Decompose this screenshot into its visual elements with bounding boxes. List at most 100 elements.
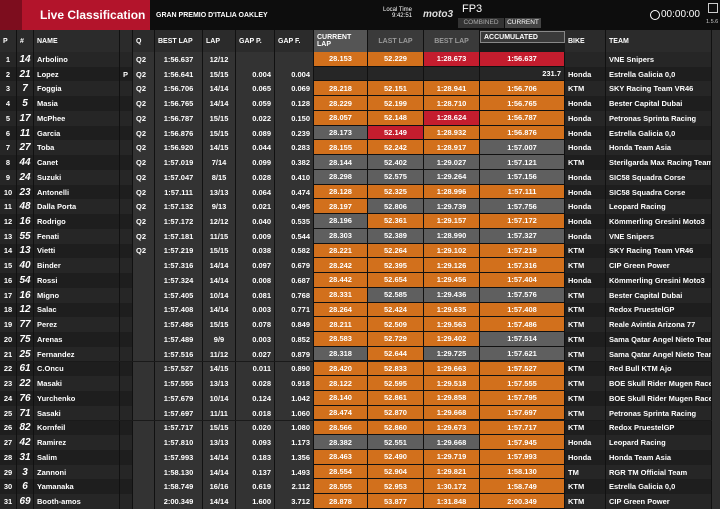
accumulated: 1:57.993 — [480, 449, 565, 465]
current-lap: 28.555 — [314, 479, 368, 495]
current-lap: 28.554 — [314, 464, 368, 480]
gap-first: 1.060 — [275, 405, 314, 421]
lap: 15/15 — [203, 317, 236, 332]
rider: Foggia — [34, 81, 120, 97]
best-sector: 1:29.157 — [424, 214, 480, 229]
column-header: LAST LAP — [368, 30, 424, 52]
number: 55 — [17, 228, 34, 244]
best-sector: 1:29.719 — [424, 449, 480, 465]
lap: 10/14 — [203, 391, 236, 406]
gap-prev: 0.011 — [236, 361, 275, 377]
column-header: BIKE — [565, 30, 606, 52]
q-flag — [133, 361, 155, 377]
rider: Garcia — [34, 125, 120, 141]
gap-first: 0.849 — [275, 317, 314, 332]
bike: KTM — [565, 302, 606, 318]
gap-first: 3.712 — [275, 494, 314, 509]
table-row: 24 76 Yurchenko 1:57.679 10/14 0.124 1.042 28.1… — [0, 391, 712, 406]
pos: 21 — [0, 346, 17, 362]
team: Sama Qatar Angel Nieto Team — [606, 332, 712, 347]
gap-prev: 0.021 — [236, 199, 275, 215]
best-lap: 1:57.993 — [155, 449, 203, 465]
number: 76 — [17, 391, 34, 406]
last-lap: 52.729 — [368, 332, 424, 347]
team: Reale Avintia Arizona 77 — [606, 317, 712, 332]
best-lap: 1:57.516 — [155, 346, 203, 362]
last-lap: 53.877 — [368, 494, 424, 509]
best-sector: 1:28.624 — [424, 110, 480, 126]
best-lap: 1:57.527 — [155, 361, 203, 377]
lap: 8/15 — [203, 169, 236, 185]
pit-flag — [120, 302, 133, 318]
gap-prev: 0.619 — [236, 479, 275, 495]
best-lap: 1:57.405 — [155, 287, 203, 303]
number: 69 — [17, 494, 34, 509]
pit-flag — [120, 228, 133, 244]
lap: 15/15 — [203, 110, 236, 126]
table-row: 15 40 Binder 1:57.316 14/14 0.097 0.679 28.242 5… — [0, 258, 712, 274]
q-flag: Q2 — [133, 199, 155, 215]
last-lap: 52.148 — [368, 110, 424, 126]
best-lap: 1:56.637 — [155, 52, 203, 67]
pos: 6 — [0, 125, 17, 141]
lap: 9/13 — [203, 199, 236, 215]
current-lap: 28.057 — [314, 110, 368, 126]
number: 5 — [17, 96, 34, 111]
menu-icon[interactable] — [0, 0, 22, 30]
current-lap: 28.211 — [314, 317, 368, 332]
maximize-icon[interactable] — [708, 3, 718, 13]
table-row: 11 48 Dalla Porta Q2 1:57.132 9/13 0.021 0.495 2… — [0, 199, 712, 215]
current-lap: 28.197 — [314, 199, 368, 215]
pit-flag — [120, 317, 133, 332]
scrollbar[interactable] — [712, 30, 720, 509]
gap-prev: 0.003 — [236, 302, 275, 318]
pos: 7 — [0, 140, 17, 156]
last-lap: 52.904 — [368, 464, 424, 480]
best-sector: 1:29.402 — [424, 332, 480, 347]
column-header: BEST LAP — [155, 30, 203, 52]
q-flag: Q2 — [133, 96, 155, 111]
gap-prev: 0.028 — [236, 376, 275, 391]
tab[interactable]: COMBINED — [458, 18, 504, 28]
accumulated: 1:57.404 — [480, 273, 565, 288]
team: SKY Racing Team VR46 — [606, 243, 712, 259]
current-lap: 28.583 — [314, 332, 368, 347]
pos: 24 — [0, 391, 17, 406]
bike: KTM — [565, 332, 606, 347]
rider: Binder — [34, 258, 120, 274]
best-sector: 1:29.663 — [424, 361, 480, 377]
gap-first: 1.356 — [275, 449, 314, 465]
accumulated: 2:00.349 — [480, 494, 565, 509]
best-sector: 1:29.739 — [424, 199, 480, 215]
accumulated: 1:57.756 — [480, 199, 565, 215]
team: SKY Racing Team VR46 — [606, 81, 712, 97]
table-row: 29 3 Zannoni 1:58.130 14/14 0.137 1.493 28.554 5… — [0, 464, 712, 480]
bike: KTM — [565, 420, 606, 436]
team: Honda Team Asia — [606, 140, 712, 156]
q-flag — [133, 287, 155, 303]
table-row: 23 22 Masaki 1:57.555 13/13 0.028 0.918 28.122 5… — [0, 376, 712, 391]
pit-flag — [120, 391, 133, 406]
pit-flag: P — [120, 66, 133, 82]
header-bar: GRAN PREMIO D'ITALIA OAKLEY — [150, 0, 720, 30]
best-sector: 1:29.102 — [424, 243, 480, 259]
number: 11 — [17, 125, 34, 141]
team: Kömmerling Gresini Moto3 — [606, 214, 712, 229]
rider: Rossi — [34, 273, 120, 288]
best-sector: 1:28.710 — [424, 96, 480, 111]
team: Redox PruestelGP — [606, 302, 712, 318]
table-row: 28 31 Salim 1:57.993 14/14 0.183 1.356 28.463 52… — [0, 449, 712, 465]
column-header: GAP F. — [275, 30, 314, 52]
number: 54 — [17, 273, 34, 288]
bike: Honda — [565, 110, 606, 126]
pit-flag — [120, 243, 133, 259]
best-lap: 1:56.765 — [155, 96, 203, 111]
pit-flag — [120, 52, 133, 67]
last-lap: 52.806 — [368, 199, 424, 215]
tab[interactable]: CURRENT — [505, 18, 541, 28]
pit-flag — [120, 125, 133, 141]
accumulated: 1:57.156 — [480, 169, 565, 185]
table-row: 21 25 Fernandez 1:57.516 11/12 0.027 0.879 28.3… — [0, 346, 712, 362]
best-sector: 1:28.941 — [424, 81, 480, 97]
number: 48 — [17, 199, 34, 215]
